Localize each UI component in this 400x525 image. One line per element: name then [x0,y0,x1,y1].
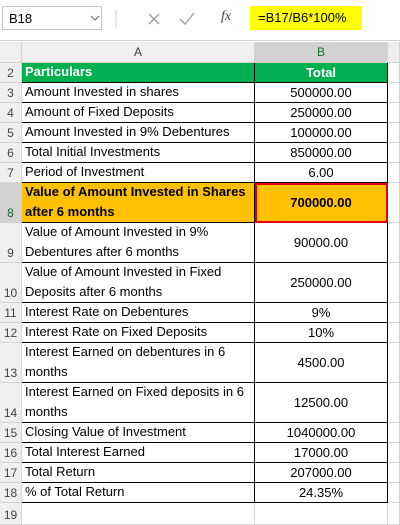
cell-b[interactable]: 12500.00 [255,383,388,423]
cell-a[interactable]: % of Total Return [22,483,255,503]
cell-b[interactable]: 10% [255,323,388,343]
cell-c[interactable] [388,343,400,383]
cell-b[interactable]: 9% [255,303,388,323]
row-header[interactable]: 11 [0,303,22,323]
cell-c[interactable] [388,63,400,83]
cell-a[interactable]: Value of Amount Invested in Fixed Deposi… [22,263,255,303]
cell-b[interactable]: 207000.00 [255,463,388,483]
cancel-button[interactable] [148,13,160,25]
cell-b[interactable]: 24.35% [255,483,388,503]
cell-a[interactable]: Interest Rate on Debentures [22,303,255,323]
cell-c[interactable] [388,163,400,183]
cell-b[interactable]: 100000.00 [255,123,388,143]
insert-function[interactable]: fx [221,9,232,24]
cell-b[interactable]: 250000.00 [255,263,388,303]
cell-a[interactable]: Interest Earned on Fixed deposits in 6 m… [22,383,255,423]
cell-a[interactable]: Amount of Fixed Deposits [22,103,255,123]
cell-b[interactable]: 4500.00 [255,343,388,383]
corner[interactable] [0,42,22,63]
row-header[interactable]: 16 [0,443,22,463]
cell-b[interactable] [255,503,388,525]
cell-a[interactable]: Value of Amount Invested in 9% Debenture… [22,223,255,263]
cell-a[interactable]: Total Initial Investments [22,143,255,163]
row-header[interactable]: 7 [0,163,22,183]
column-header[interactable]: A [22,42,255,63]
row-header[interactable]: 8 [0,183,22,223]
row-header[interactable]: 18 [0,483,22,503]
row-header[interactable]: 15 [0,423,22,443]
cell-c[interactable] [388,463,400,483]
cell-b[interactable]: 6.00 [255,163,388,183]
cell-c[interactable] [388,103,400,123]
cell-a[interactable]: Particulars [22,63,255,83]
cell-c[interactable] [388,503,400,525]
row-header[interactable]: 14 [0,383,22,423]
formula-bar-area: B18 fx =B17/B6*100% [0,0,400,41]
cell-c[interactable] [388,183,400,223]
cell-b[interactable]: 850000.00 [255,143,388,163]
cell-c[interactable] [388,323,400,343]
formula-input[interactable]: =B17/B6*100% [250,6,362,30]
row-header[interactable]: 10 [0,263,22,303]
cell-a[interactable]: Interest Earned on debentures in 6 month… [22,343,255,383]
cell-a[interactable]: Amount Invested in 9% Debentures [22,123,255,143]
column-header[interactable]: B [255,42,388,63]
cell-c[interactable] [388,483,400,503]
cell-b[interactable]: 17000.00 [255,443,388,463]
row-header[interactable]: 19 [0,503,22,525]
cell-c[interactable] [388,383,400,423]
cell-a[interactable]: Value of Amount Invested in Shares after… [22,183,255,223]
cell-a[interactable]: Closing Value of Investment [22,423,255,443]
cell-c[interactable] [388,223,400,263]
cell-a[interactable] [22,503,255,525]
row-header[interactable]: 13 [0,343,22,383]
cell-b[interactable]: 1040000.00 [255,423,388,443]
cell-b[interactable]: 250000.00 [255,103,388,123]
cell-c[interactable] [388,423,400,443]
cell-a[interactable]: Period of Investment [22,163,255,183]
row-header[interactable]: 3 [0,83,22,103]
cell-c[interactable] [388,443,400,463]
formula-buttons [115,10,195,28]
cell-c[interactable] [388,263,400,303]
cell-c[interactable] [388,83,400,103]
row-header[interactable]: 5 [0,123,22,143]
cell-b[interactable]: 700000.00 [255,183,388,223]
cell-c[interactable] [388,143,400,163]
row-header[interactable]: 2 [0,63,22,83]
row-header[interactable]: 9 [0,223,22,263]
enter-button[interactable] [179,12,195,25]
row-header[interactable]: 12 [0,323,22,343]
cell-a[interactable]: Interest Rate on Fixed Deposits [22,323,255,343]
cell-c[interactable] [388,303,400,323]
row-header[interactable]: 6 [0,143,22,163]
name-box[interactable]: B18 [2,6,102,30]
dropdown-arrow[interactable] [90,14,100,22]
row-header[interactable]: 4 [0,103,22,123]
cell-b[interactable]: 90000.00 [255,223,388,263]
cell-a[interactable]: Total Interest Earned [22,443,255,463]
cell-c[interactable] [388,123,400,143]
cell-a[interactable]: Total Return [22,463,255,483]
cell-b[interactable]: Total [255,63,388,83]
column-header-empty [388,42,400,63]
cell-a[interactable]: Amount Invested in shares [22,83,255,103]
sheet-grid: A B 2 Particulars Total 3 Amount Invested in s… [0,42,400,525]
cell-b[interactable]: 500000.00 [255,83,388,103]
row-header[interactable]: 17 [0,463,22,483]
